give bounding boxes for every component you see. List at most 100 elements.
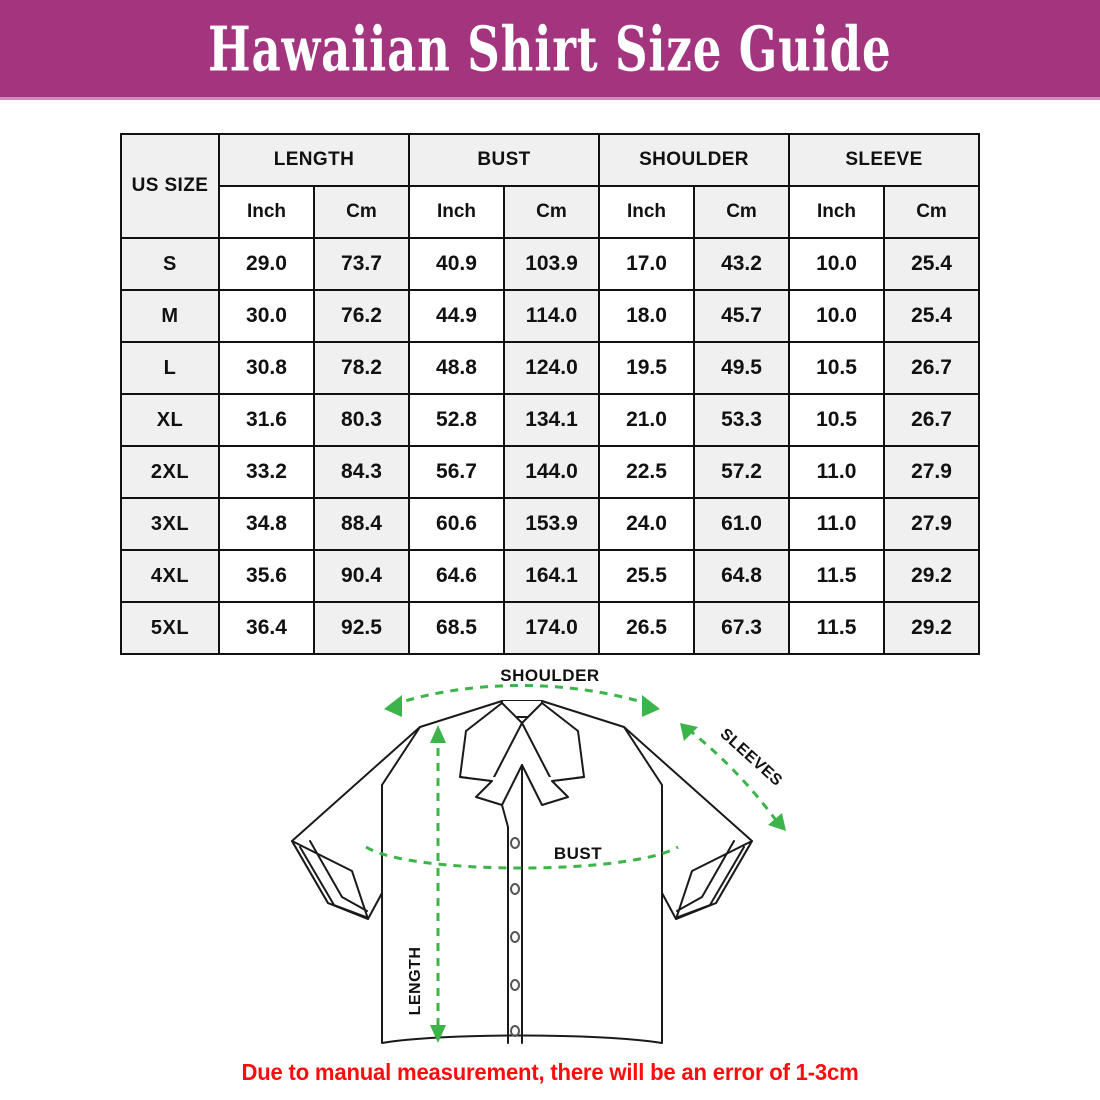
- cell-length_in: 35.6: [217, 549, 315, 603]
- table-row: 5XL 36.4 92.5 68.5 174.0 26.5 67.3 11.5 29.2: [119, 601, 981, 655]
- unit-header-length-cm: Cm: [312, 185, 410, 239]
- cell-shoulder_cm: 43.2: [692, 237, 791, 291]
- cell-bust_cm: 174.0: [502, 601, 601, 655]
- size-table-container: US SIZE LENGTH BUST SHOULDER SLEEVE Inch…: [0, 133, 1100, 655]
- measurement-disclaimer: Due to manual measurement, there will be…: [241, 1059, 859, 1085]
- cell-bust_cm: 144.0: [502, 445, 601, 499]
- cell-bust_cm: 103.9: [502, 237, 601, 291]
- cell-shoulder_cm: 67.3: [692, 601, 791, 655]
- cell-bust_in: 44.9: [407, 289, 505, 343]
- column-header-bust: BUST: [407, 133, 601, 187]
- size-table-body: S 29.0 73.7 40.9 103.9 17.0 43.2 10.0 25.4 M 30.0 7…: [119, 237, 981, 655]
- cell-length_cm: 76.2: [312, 289, 410, 343]
- cell-length_cm: 90.4: [312, 549, 410, 603]
- unit-header-sleeve-inch: Inch: [788, 185, 886, 239]
- cell-sleeve_cm: 27.9: [883, 497, 981, 551]
- cell-length_cm: 84.3: [312, 445, 410, 499]
- cell-shoulder_in: 21.0: [598, 393, 695, 447]
- table-group-header-row: US SIZE LENGTH BUST SHOULDER SLEEVE: [119, 133, 981, 239]
- cell-size: 3XL: [119, 497, 220, 551]
- shirt-measurement-diagram: SHOULDER SLEEVES BUST LENGTH: [0, 665, 1100, 1055]
- table-row: 2XL 33.2 84.3 56.7 144.0 22.5 57.2 11.0 27.9: [119, 445, 981, 499]
- table-row: 3XL 34.8 88.4 60.6 153.9 24.0 61.0 11.0 27.9: [119, 497, 981, 551]
- cell-shoulder_cm: 49.5: [692, 341, 791, 395]
- cell-sleeve_cm: 26.7: [883, 393, 981, 447]
- diagram-label-bust: BUST: [554, 844, 602, 863]
- cell-length_in: 30.0: [217, 289, 315, 343]
- page-title: Hawaiian Shirt Size Guide: [208, 12, 892, 85]
- shirt-diagram-svg: SHOULDER SLEEVES BUST LENGTH: [291, 666, 786, 1044]
- cell-length_cm: 80.3: [312, 393, 410, 447]
- column-header-us-size: US SIZE: [119, 133, 220, 239]
- column-header-length: LENGTH: [217, 133, 410, 187]
- diagram-label-sleeves: SLEEVES: [717, 725, 786, 789]
- cell-sleeve_cm: 26.7: [883, 341, 981, 395]
- cell-size: M: [119, 289, 220, 343]
- cell-length_cm: 92.5: [312, 601, 410, 655]
- cell-bust_cm: 164.1: [502, 549, 601, 603]
- shirt-buttons-icon: [510, 837, 520, 1037]
- unit-header-bust-cm: Cm: [502, 185, 601, 239]
- cell-bust_in: 40.9: [407, 237, 505, 291]
- sleeves-guide-line: [687, 727, 780, 824]
- table-row: XL 31.6 80.3 52.8 134.1 21.0 53.3 10.5 26.7: [119, 393, 981, 447]
- measurement-guides: [365, 684, 780, 1033]
- cell-sleeve_in: 10.0: [788, 237, 886, 291]
- cell-length_in: 34.8: [217, 497, 315, 551]
- cell-shoulder_in: 24.0: [598, 497, 695, 551]
- cell-shoulder_cm: 53.3: [692, 393, 791, 447]
- cell-length_in: 30.8: [217, 341, 315, 395]
- cell-length_cm: 88.4: [312, 497, 410, 551]
- unit-header-length-inch: Inch: [217, 185, 315, 239]
- cell-shoulder_in: 17.0: [598, 237, 695, 291]
- cell-sleeve_cm: 25.4: [883, 237, 981, 291]
- unit-header-shoulder-cm: Cm: [692, 185, 791, 239]
- cell-sleeve_cm: 27.9: [883, 445, 981, 499]
- cell-bust_cm: 124.0: [502, 341, 601, 395]
- cell-sleeve_in: 11.0: [788, 497, 886, 551]
- cell-shoulder_cm: 57.2: [692, 445, 791, 499]
- cell-sleeve_in: 10.5: [788, 341, 886, 395]
- cell-sleeve_cm: 25.4: [883, 289, 981, 343]
- cell-sleeve_in: 11.0: [788, 445, 886, 499]
- shoulder-guide-line: [391, 684, 653, 707]
- cell-sleeve_in: 10.0: [788, 289, 886, 343]
- cell-bust_in: 48.8: [407, 341, 505, 395]
- cell-size: 2XL: [119, 445, 220, 499]
- table-row: S 29.0 73.7 40.9 103.9 17.0 43.2 10.0 25.4: [119, 237, 981, 291]
- cell-size: 5XL: [119, 601, 220, 655]
- cell-shoulder_cm: 45.7: [692, 289, 791, 343]
- cell-bust_in: 68.5: [407, 601, 505, 655]
- cell-length_in: 29.0: [217, 237, 315, 291]
- cell-bust_cm: 153.9: [502, 497, 601, 551]
- table-row: 4XL 35.6 90.4 64.6 164.1 25.5 64.8 11.5 29.2: [119, 549, 981, 603]
- cell-shoulder_in: 19.5: [598, 341, 695, 395]
- diagram-label-length: LENGTH: [407, 947, 424, 1016]
- unit-header-sleeve-cm: Cm: [883, 185, 981, 239]
- size-chart-table: US SIZE LENGTH BUST SHOULDER SLEEVE Inch…: [119, 133, 981, 655]
- header-banner: Hawaiian Shirt Size Guide: [0, 0, 1100, 100]
- cell-bust_cm: 114.0: [502, 289, 601, 343]
- bust-guide-line: [365, 845, 679, 870]
- cell-sleeve_in: 10.5: [788, 393, 886, 447]
- cell-sleeve_cm: 29.2: [883, 601, 981, 655]
- table-row: L 30.8 78.2 48.8 124.0 19.5 49.5 10.5 26.7: [119, 341, 981, 395]
- cell-shoulder_cm: 61.0: [692, 497, 791, 551]
- table-row: M 30.0 76.2 44.9 114.0 18.0 45.7 10.0 25.4: [119, 289, 981, 343]
- diagram-label-shoulder: SHOULDER: [500, 666, 599, 685]
- column-header-sleeve: SLEEVE: [788, 133, 981, 187]
- cell-size: L: [119, 341, 220, 395]
- cell-bust_cm: 134.1: [502, 393, 601, 447]
- cell-shoulder_cm: 64.8: [692, 549, 791, 603]
- cell-bust_in: 60.6: [407, 497, 505, 551]
- cell-bust_in: 52.8: [407, 393, 505, 447]
- cell-length_cm: 78.2: [312, 341, 410, 395]
- cell-sleeve_in: 11.5: [788, 601, 886, 655]
- cell-shoulder_in: 18.0: [598, 289, 695, 343]
- cell-size: S: [119, 237, 220, 291]
- cell-length_in: 36.4: [217, 601, 315, 655]
- unit-header-shoulder-inch: Inch: [598, 185, 695, 239]
- cell-length_in: 33.2: [217, 445, 315, 499]
- cell-sleeve_cm: 29.2: [883, 549, 981, 603]
- table-unit-header-row: Inch Cm Inch Cm Inch Cm Inch Cm: [121, 185, 981, 239]
